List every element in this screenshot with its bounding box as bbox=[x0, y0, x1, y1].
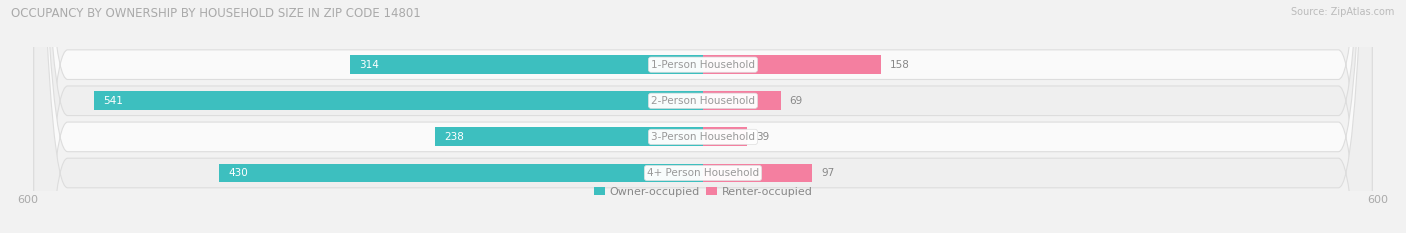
Bar bbox=[219, 164, 703, 182]
Text: 158: 158 bbox=[890, 60, 910, 70]
Text: 4+ Person Household: 4+ Person Household bbox=[647, 168, 759, 178]
Text: 97: 97 bbox=[821, 168, 834, 178]
FancyBboxPatch shape bbox=[34, 0, 1372, 233]
Bar bbox=[703, 127, 747, 146]
Text: 39: 39 bbox=[756, 132, 769, 142]
Text: 541: 541 bbox=[104, 96, 124, 106]
FancyBboxPatch shape bbox=[34, 0, 1372, 233]
Text: 3-Person Household: 3-Person Household bbox=[651, 132, 755, 142]
Bar bbox=[436, 127, 703, 146]
Bar bbox=[703, 164, 813, 182]
Bar bbox=[350, 55, 703, 74]
Text: 1-Person Household: 1-Person Household bbox=[651, 60, 755, 70]
Text: 314: 314 bbox=[359, 60, 378, 70]
Text: OCCUPANCY BY OWNERSHIP BY HOUSEHOLD SIZE IN ZIP CODE 14801: OCCUPANCY BY OWNERSHIP BY HOUSEHOLD SIZE… bbox=[11, 7, 420, 20]
Text: Source: ZipAtlas.com: Source: ZipAtlas.com bbox=[1291, 7, 1395, 17]
Text: 238: 238 bbox=[444, 132, 464, 142]
Bar bbox=[94, 91, 703, 110]
Bar bbox=[703, 91, 780, 110]
FancyBboxPatch shape bbox=[34, 0, 1372, 233]
Text: 430: 430 bbox=[228, 168, 247, 178]
Text: 69: 69 bbox=[790, 96, 803, 106]
Text: 2-Person Household: 2-Person Household bbox=[651, 96, 755, 106]
Bar bbox=[703, 55, 880, 74]
Legend: Owner-occupied, Renter-occupied: Owner-occupied, Renter-occupied bbox=[593, 187, 813, 197]
FancyBboxPatch shape bbox=[34, 0, 1372, 233]
